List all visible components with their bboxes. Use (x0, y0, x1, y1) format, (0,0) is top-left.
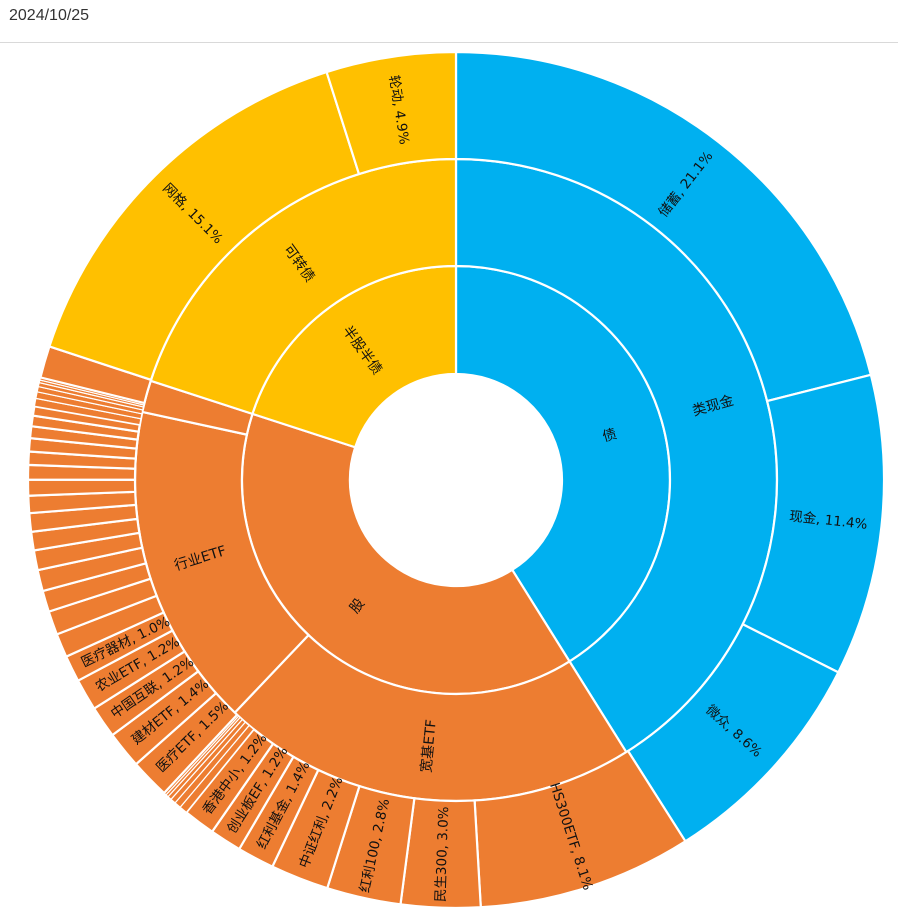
sunburst-label-ring3-4: 民生300, 3.0% (433, 806, 452, 902)
sunburst-label-ring2-1: 宽基ETF (418, 719, 440, 774)
sunburst-segment-ring3-44[interactable] (325, 50, 458, 176)
sunburst-label-ring1-0: 债 (601, 426, 619, 445)
sunburst-segment-ring3-29[interactable] (26, 478, 137, 497)
sunburst-wedges (26, 50, 886, 910)
page-header: 2024/10/25 (0, 0, 898, 43)
date-label: 2024/10/25 (9, 7, 90, 24)
